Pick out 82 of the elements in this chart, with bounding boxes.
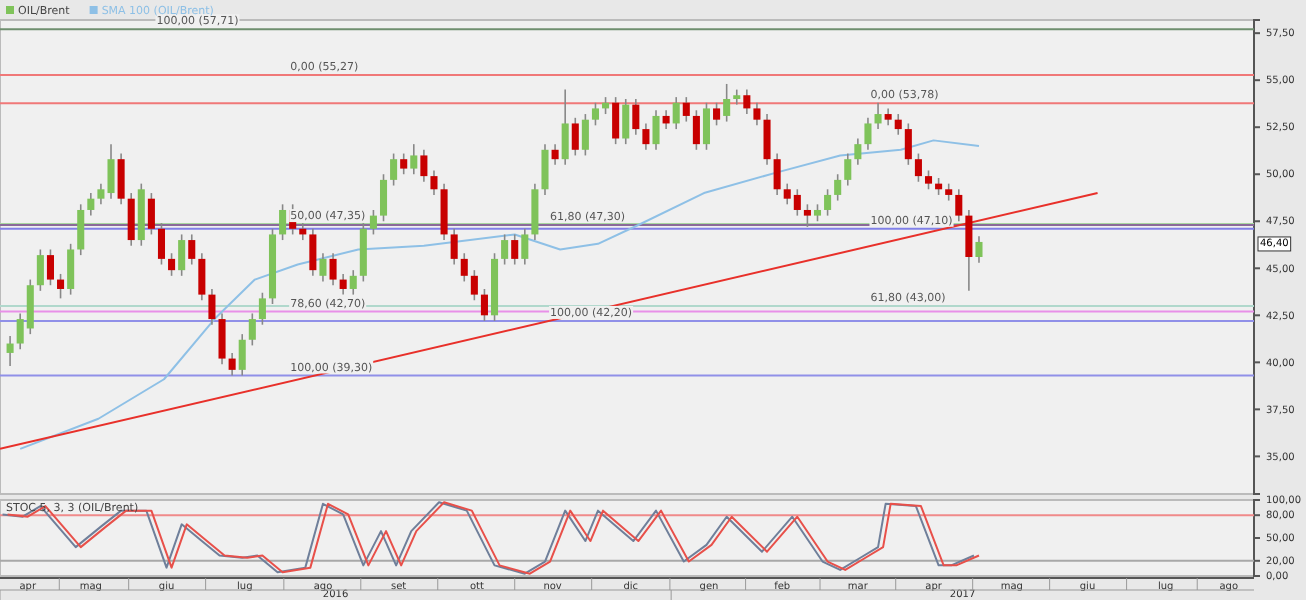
candlestick	[400, 152, 408, 176]
candlestick	[480, 288, 488, 322]
candlestick	[561, 88, 569, 166]
candlestick	[77, 203, 85, 256]
candlestick	[258, 291, 266, 326]
candlestick	[874, 101, 882, 130]
candlestick	[773, 152, 781, 196]
candlestick	[682, 96, 690, 123]
candlestick	[803, 203, 811, 228]
candlestick	[168, 252, 176, 277]
candlestick	[248, 312, 256, 347]
candlestick	[642, 122, 650, 151]
candlestick	[349, 269, 357, 296]
line-series	[19, 139, 980, 450]
candlestick	[844, 152, 852, 187]
candlestick	[571, 117, 579, 157]
candlestick	[914, 152, 922, 183]
candlestick	[965, 209, 973, 292]
candlestick	[188, 233, 196, 266]
candlestick	[824, 188, 832, 217]
candlestick	[702, 101, 711, 151]
candlestick	[864, 117, 872, 151]
candlestick	[511, 233, 519, 266]
candlestick	[87, 192, 95, 217]
candlestick	[450, 227, 458, 266]
candlestick	[531, 182, 539, 241]
candlestick	[147, 192, 155, 236]
candlestick	[501, 233, 509, 266]
candlestick	[329, 252, 337, 287]
candlestick	[228, 352, 236, 377]
candlestick	[723, 83, 731, 123]
candlestick	[904, 122, 912, 166]
candlestick	[753, 101, 761, 127]
candlestick	[854, 137, 862, 166]
candlestick	[591, 101, 599, 127]
candlestick	[672, 96, 680, 130]
candlestick	[319, 252, 327, 283]
candlestick	[309, 227, 317, 277]
candlestick	[178, 233, 186, 277]
candlestick	[692, 109, 700, 151]
candlestick	[924, 169, 933, 191]
candlestick	[834, 173, 842, 202]
candlestick	[521, 227, 529, 266]
candlestick	[733, 88, 741, 106]
candlestick	[279, 203, 287, 241]
candlestick	[460, 252, 468, 283]
candlestick	[420, 148, 428, 183]
candlestick	[652, 109, 660, 151]
candlestick	[67, 243, 75, 296]
candlestick	[359, 222, 367, 283]
candlestick	[440, 182, 448, 241]
candlestick	[662, 109, 670, 130]
candlestick	[763, 113, 771, 166]
candlestick	[743, 88, 751, 115]
candlestick	[470, 269, 478, 302]
candlestick	[369, 209, 377, 236]
candlestick	[894, 113, 902, 136]
candlestick	[238, 333, 246, 377]
candlestick	[430, 169, 438, 196]
candlestick	[541, 143, 549, 196]
candlestick	[551, 143, 559, 166]
candlestick	[208, 288, 216, 326]
candlestick	[955, 188, 963, 223]
candlestick	[622, 98, 630, 145]
candlestick	[127, 192, 135, 247]
candlestick	[117, 152, 125, 206]
candlestick	[157, 222, 166, 266]
candlestick	[410, 143, 418, 176]
candlestick	[632, 98, 640, 136]
candlestick	[46, 248, 54, 287]
candlestick	[390, 152, 398, 187]
candlestick	[379, 173, 388, 223]
candlestick	[198, 252, 206, 302]
candlestick	[218, 312, 226, 366]
candlestick	[57, 273, 65, 300]
candlestick	[36, 248, 44, 292]
candlestick	[713, 101, 721, 127]
candlestick	[975, 235, 983, 264]
candlestick	[6, 335, 14, 367]
candlestick	[339, 273, 347, 296]
candlestick	[612, 96, 620, 145]
candlestick	[581, 113, 589, 157]
